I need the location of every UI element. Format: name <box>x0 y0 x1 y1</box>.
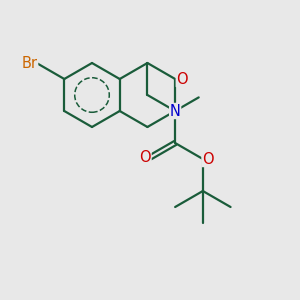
Text: O: O <box>176 71 188 86</box>
Text: Br: Br <box>22 56 38 70</box>
Text: N: N <box>170 103 181 118</box>
Text: O: O <box>202 152 214 166</box>
Text: O: O <box>140 150 151 165</box>
